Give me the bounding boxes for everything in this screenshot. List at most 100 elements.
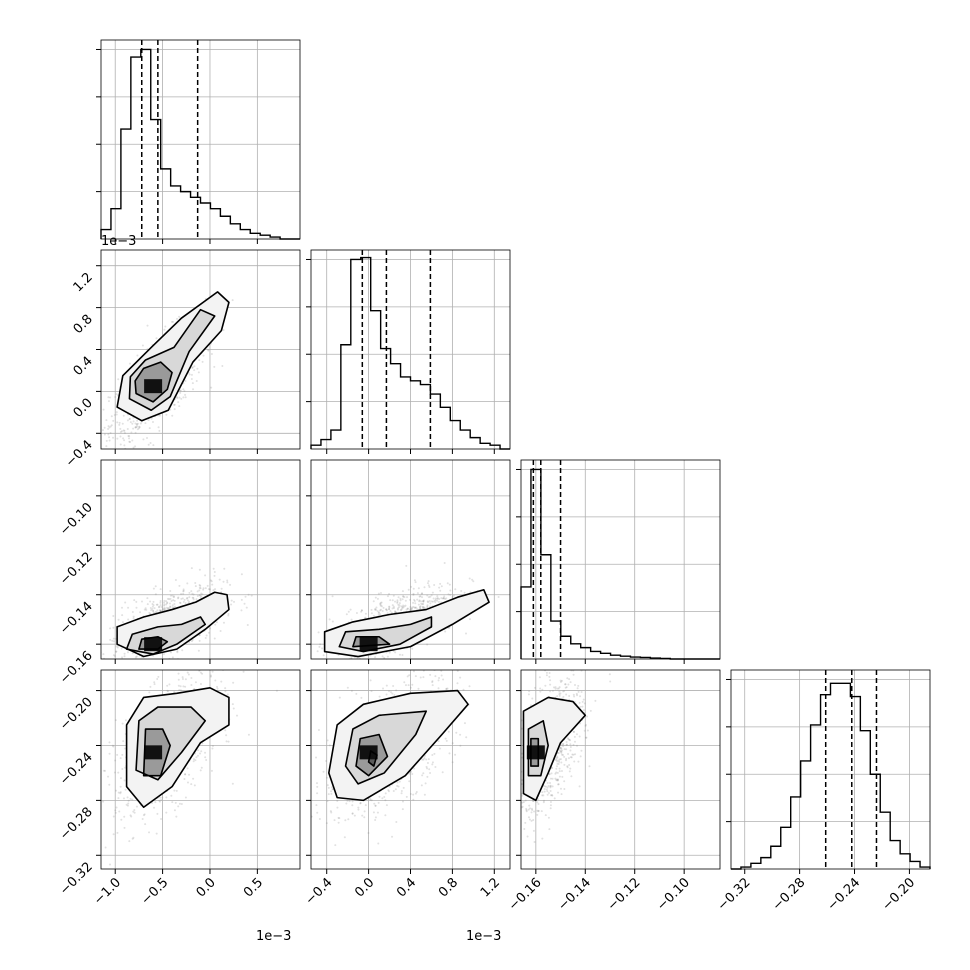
- scatter-point: [192, 598, 195, 601]
- scatter-point: [460, 590, 463, 593]
- scatter-point: [152, 667, 154, 669]
- scatter-point: [215, 621, 218, 624]
- scatter-point: [166, 607, 169, 610]
- scatter-point: [321, 647, 324, 650]
- scatter-point: [428, 768, 431, 771]
- scatter-point: [391, 835, 394, 838]
- scatter-point: [440, 674, 443, 677]
- scatter-point: [579, 695, 582, 698]
- scatter-point: [178, 315, 181, 318]
- scatter-point: [421, 596, 424, 599]
- scatter-point: [120, 818, 123, 821]
- scatter-point: [422, 607, 425, 610]
- scatter-point: [350, 660, 352, 662]
- scatter-point: [201, 672, 204, 675]
- scatter-point: [347, 818, 350, 821]
- scatter-point: [275, 689, 278, 692]
- scatter-point: [121, 656, 124, 659]
- scatter-point: [108, 436, 111, 439]
- scatter-point: [406, 607, 409, 610]
- scatter-point: [455, 731, 458, 734]
- scatter-point: [123, 429, 126, 432]
- scatter-point: [358, 673, 360, 675]
- scatter-point: [151, 671, 153, 673]
- axes-frame-0-0: [100, 39, 301, 240]
- scatter-point: [94, 456, 96, 458]
- scatter-point: [171, 604, 174, 607]
- scatter-point: [154, 585, 157, 588]
- scatter-point: [511, 839, 513, 841]
- scatter-point: [247, 733, 250, 736]
- scatter-point: [128, 440, 131, 443]
- scatter-point: [463, 591, 466, 594]
- scatter-point: [121, 614, 124, 617]
- scatter-point: [132, 420, 135, 423]
- scatter-point: [152, 609, 155, 612]
- scatter-point: [472, 580, 475, 583]
- scatter-point: [180, 592, 183, 595]
- scatter-point: [198, 670, 201, 672]
- scatter-point: [169, 651, 172, 654]
- scatter-point: [220, 680, 223, 683]
- scatter-point: [412, 601, 415, 604]
- scatter-point: [445, 688, 448, 691]
- scatter-point: [102, 408, 105, 411]
- scatter-point: [146, 597, 149, 600]
- scatter-point: [216, 653, 218, 655]
- scatter-point: [452, 594, 455, 597]
- scatter-point: [200, 664, 202, 666]
- scatter-point: [152, 604, 155, 607]
- scatter-point: [351, 812, 354, 815]
- contour-line-0-2: [134, 361, 173, 403]
- scatter-point: [148, 611, 151, 614]
- scatter-point: [406, 675, 409, 678]
- scatter-point: [250, 594, 253, 597]
- scatter-point: [442, 596, 445, 599]
- scatter-point: [315, 782, 318, 785]
- contour-line-4-0: [328, 689, 469, 802]
- scatter-point: [131, 798, 134, 801]
- scatter-point: [148, 427, 151, 430]
- scatter-point: [117, 797, 120, 800]
- scatter-point: [468, 685, 471, 688]
- scatter-point: [134, 656, 137, 659]
- scatter-point: [131, 611, 134, 614]
- scatter-point: [109, 863, 112, 866]
- scatter-point: [401, 808, 404, 811]
- scatter-point: [199, 752, 202, 755]
- scatter-point: [459, 676, 462, 679]
- scatter-point: [447, 730, 450, 733]
- scatter-point: [109, 431, 112, 434]
- scatter-point: [330, 786, 333, 789]
- scatter-point: [378, 695, 381, 698]
- contour-line-1-1: [125, 616, 207, 655]
- scatter-point: [139, 611, 142, 614]
- scatter-point: [240, 598, 243, 601]
- scatter-point: [213, 637, 216, 640]
- scatter-point: [350, 662, 352, 664]
- scatter-point: [423, 757, 426, 760]
- scatter-point: [388, 593, 391, 596]
- scatter-point: [322, 770, 325, 773]
- scatter-point: [98, 656, 100, 658]
- scatter-point: [158, 429, 161, 432]
- scatter-point: [449, 589, 452, 592]
- scatter-point: [515, 753, 517, 755]
- scatter-point: [370, 663, 372, 665]
- scatter-point: [388, 605, 391, 608]
- scatter-point: [384, 799, 387, 802]
- scatter-point: [170, 659, 172, 661]
- scatter-point: [442, 597, 445, 600]
- scatter-point: [429, 771, 432, 774]
- scatter-point: [96, 830, 98, 832]
- scatter-point: [124, 766, 127, 769]
- scatter-point: [86, 685, 88, 687]
- scatter-point: [160, 661, 162, 663]
- scatter-point: [385, 609, 388, 612]
- scatter-point: [198, 594, 201, 597]
- scatter-point: [171, 606, 174, 609]
- scatter-point: [204, 756, 207, 759]
- histogram-2: [520, 468, 720, 660]
- scatter-point: [178, 601, 181, 604]
- scatter-point: [350, 689, 353, 692]
